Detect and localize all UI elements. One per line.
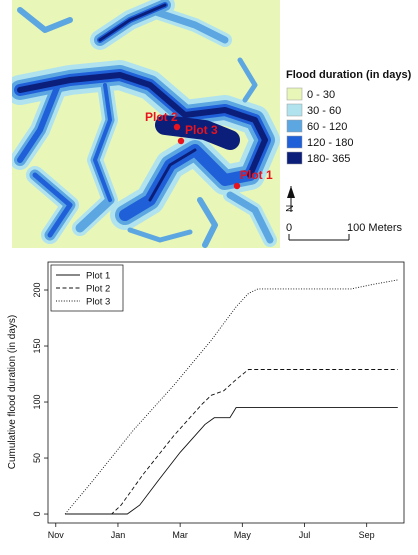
y-tick-label-2: 100 [32,395,42,410]
y-tick-label-3: 150 [32,338,42,353]
x-axis: Nov Jan Mar May Jul Sep [48,523,375,540]
legend-label-5: 180- 365 [307,153,350,165]
y-axis-label: Cumulative flood duration (in days) [7,315,18,470]
legend-label-3: 60 - 120 [307,121,347,133]
legend-label-2: 30 - 60 [307,105,341,117]
series-line-plot-2 [65,369,398,515]
plot-area-frame [47,261,405,524]
x-tick-label-1: Jan [111,530,126,540]
legend-title: Flood duration (in days) [286,69,412,81]
legend-label-1: 0 - 30 [307,89,335,101]
plot-1-marker [233,182,241,190]
plot-2-label: Plot 2 [145,110,178,124]
legend-label-plot-1: Plot 1 [86,271,110,282]
chart-legend: Plot 1 Plot 2 Plot 3 [50,264,124,312]
legend-swatch-1 [286,87,303,101]
x-tick-label-0: Nov [48,530,65,540]
map-legend: 0 - 30 30 - 60 60 - 120 120 - 180 180- 3… [286,87,353,165]
x-tick-label-2: Mar [172,530,188,540]
flood-duration-map: Plot 1 Plot 2 Plot 3 Flood duration (in … [0,0,418,255]
legend-label-plot-3: Plot 3 [86,297,110,308]
plot-1-label: Plot 1 [240,168,273,182]
series-layer [64,279,398,515]
plot-3-label: Plot 3 [185,123,218,137]
scale-start-label: 0 [286,222,292,234]
x-tick-label-4: Jul [299,530,311,540]
series-line-plot-1 [65,407,398,515]
map-svg: Plot 1 Plot 2 Plot 3 Flood duration (in … [12,0,412,248]
series-line-plot-3 [64,279,398,515]
legend-label-4: 120 - 180 [307,137,353,149]
legend-swatch-5 [286,151,303,165]
legend-swatch-3 [286,119,303,133]
scale-end-label: 100 Meters [347,222,403,234]
plot-2-marker [173,123,181,131]
y-tick-label-4: 200 [32,282,42,297]
x-tick-label-5: Sep [359,530,375,540]
x-tick-label-3: May [234,530,252,540]
legend-label-plot-2: Plot 2 [86,284,110,295]
north-arrow-icon: N [285,186,296,212]
plot-3-marker [177,137,185,145]
scale-bar: 0 100 Meters [286,222,403,241]
cumulative-flood-chart: 0 50 100 150 200 Nov Jan Mar May Jul Sep Plot 1 Pl… [0,255,418,550]
north-label: N [285,205,296,212]
legend-swatch-4 [286,135,303,149]
y-axis: 0 50 100 150 200 [32,282,48,517]
y-tick-label-0: 0 [32,512,42,517]
legend-swatch-2 [286,103,303,117]
y-tick-label-1: 50 [32,453,42,463]
